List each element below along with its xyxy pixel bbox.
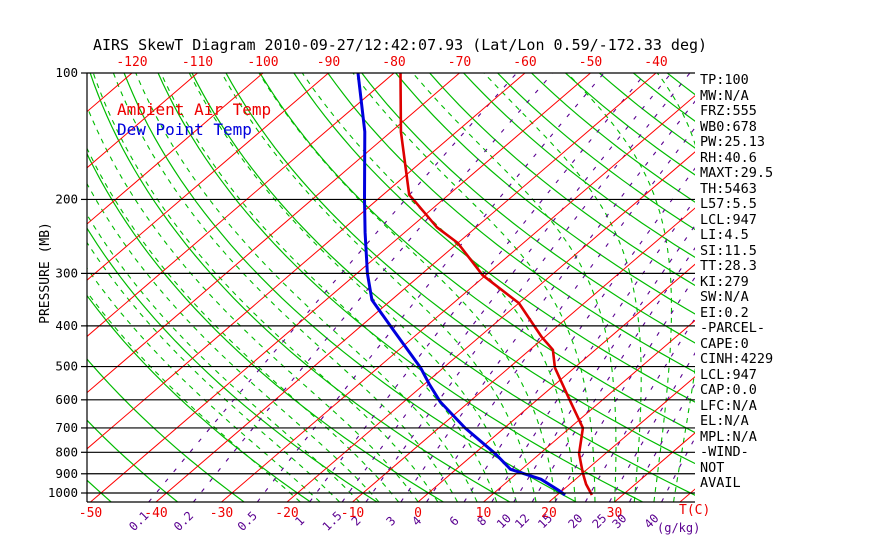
stat-line: SI:11.5 [700, 242, 757, 259]
stat-line: FRZ:555 [700, 103, 757, 119]
stat-line: AVAIL [700, 475, 741, 491]
pressure-gridlines [81, 72, 695, 503]
top-temp-label: -80 [382, 55, 405, 70]
stat-line: SW:N/A [700, 289, 749, 305]
mixing-ratio-label: 1 [292, 514, 307, 529]
moist-adiabats [87, 73, 695, 503]
bottom-temp-label: -30 [210, 506, 233, 521]
top-temp-label: -50 [579, 55, 602, 70]
pressure-tick-label: 800 [55, 444, 78, 459]
mixing-ratio-label: 6 [447, 514, 462, 529]
axis-labels: 1002003004005006007008009001000PRESSURE … [38, 55, 710, 535]
mixing-ratio-lines [148, 73, 695, 503]
bottom-temp-label: 0 [414, 506, 422, 521]
stat-line: LCL:947 [700, 366, 757, 383]
stat-line: CINH:4229 [700, 351, 774, 367]
stat-line: CAPE:0 [700, 335, 749, 352]
bottom-temp-label: -20 [275, 506, 298, 521]
chart-lines [87, 73, 695, 503]
stat-line: EL:N/A [700, 413, 749, 429]
top-temp-label: -90 [317, 55, 340, 70]
stat-line: MPL:N/A [700, 428, 757, 445]
mixing-ratio-label: 3 [383, 514, 398, 529]
stat-line: LI:4.5 [700, 227, 749, 243]
stat-line: KI:279 [700, 273, 749, 290]
bottom-temp-label: 10 [476, 506, 492, 521]
stat-line: TP:100 [700, 72, 749, 88]
stat-line: LCL:947 [700, 211, 757, 228]
dry-adiabats [87, 73, 695, 503]
top-temp-label: -120 [116, 55, 147, 70]
stat-line: MW:N/A [700, 87, 749, 104]
page-title: AIRS SkewT Diagram 2010-09-27/12:42:07.9… [92, 36, 708, 54]
stat-line: -PARCEL- [700, 320, 766, 336]
stat-line: CAP:0.0 [700, 382, 757, 398]
stat-line: -WIND- [700, 444, 749, 460]
temp-unit-label: T(C) [679, 503, 710, 518]
legend-ambient-air-temp: Ambient Air Temp [117, 100, 272, 119]
top-temp-label: -110 [182, 55, 213, 70]
stat-line: RH:40.6 [700, 149, 757, 166]
top-temp-label: -70 [448, 55, 471, 70]
mixing-ratio-label: 0.5 [235, 509, 260, 534]
stat-line: MAXT:29.5 [700, 165, 774, 181]
top-temp-label: -40 [644, 55, 667, 70]
pressure-axis-title: PRESSURE (MB) [38, 222, 53, 324]
bottom-temp-label: 30 [607, 506, 623, 521]
stat-line: WB0:678 [700, 118, 757, 135]
bottom-temp-label: -10 [341, 506, 364, 521]
stat-line: PW:25.13 [700, 134, 766, 150]
top-temp-label: -100 [247, 55, 278, 70]
pressure-tick-label: 500 [55, 359, 78, 374]
bottom-temp-label: -40 [144, 506, 167, 521]
isotherms [87, 73, 695, 503]
pressure-tick-label: 1000 [48, 485, 78, 500]
pressure-tick-label: 100 [55, 65, 78, 80]
stat-line: TH:5463 [700, 180, 757, 197]
mixing-ratio-label: 12 [512, 511, 532, 531]
pressure-tick-label: 400 [55, 318, 78, 333]
bottom-temp-label: -50 [79, 506, 102, 521]
pressure-tick-label: 200 [55, 191, 78, 206]
dew-point-profile-line [356, 73, 566, 497]
top-temp-label: -60 [513, 55, 536, 70]
mixing-ratio-label: 20 [565, 511, 585, 531]
pressure-tick-label: 600 [55, 392, 78, 407]
mixing-ratio-label: 0.2 [171, 509, 196, 534]
bottom-temp-label: 20 [541, 506, 557, 521]
stat-line: NOT [700, 459, 725, 476]
pressure-tick-label: 300 [55, 265, 78, 280]
pressure-tick-label: 700 [55, 420, 78, 435]
stat-line: LFC:N/A [700, 397, 757, 414]
ambient-temp-profile-line [399, 73, 594, 496]
stat-line: TT:28.3 [700, 258, 757, 274]
mixing-unit-label: (g/kg) [657, 521, 700, 535]
pressure-tick-label: 900 [55, 466, 78, 481]
stats-panel: TP:100 MW:N/A FRZ:555 WB0:678 PW:25.13 RH:40.… [700, 72, 774, 492]
stat-line: L57:5.5 [700, 196, 757, 212]
legend-dew-point-temp: Dew Point Temp [117, 120, 252, 139]
stat-line: EI:0.2 [700, 304, 749, 321]
